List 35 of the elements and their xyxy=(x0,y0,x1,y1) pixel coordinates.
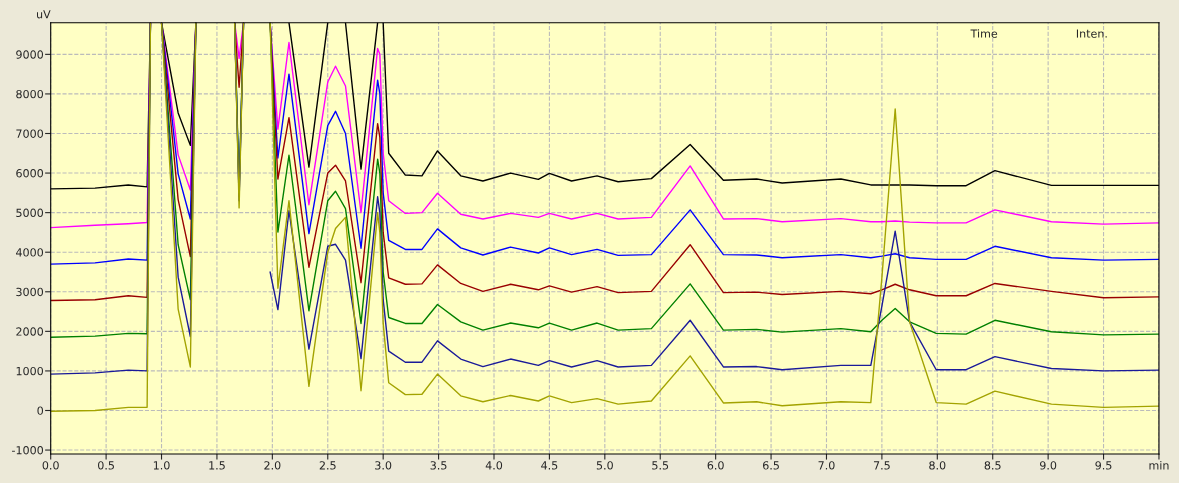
x-tick-label: 3.0 xyxy=(375,461,392,470)
x-tick-label: 6.0 xyxy=(707,461,724,470)
x-tick-label: 4.0 xyxy=(485,461,503,470)
annotation: Inten. xyxy=(1076,29,1107,38)
x-tick-label: 9.0 xyxy=(1040,461,1057,470)
x-tick-label: 3.5 xyxy=(430,461,447,470)
x-tick-label: 7.0 xyxy=(818,461,835,470)
y-tick-label: 1000 xyxy=(16,366,44,376)
x-tick-label: 6.5 xyxy=(763,461,779,470)
y-tick-label: 8000 xyxy=(16,89,44,99)
x-tick-label: 1.5 xyxy=(209,461,225,470)
y-tick-label: 2000 xyxy=(16,327,44,336)
y-tick-label: 3000 xyxy=(16,287,44,297)
x-tick-label: 2.5 xyxy=(319,461,336,470)
x-tick-label: 8.5 xyxy=(984,461,1001,470)
y-tick-label: 6000 xyxy=(16,169,44,178)
x-tick-label: 4.5 xyxy=(541,461,558,470)
x-tick-label: 7.5 xyxy=(873,461,890,470)
y-tick-label: 7000 xyxy=(16,129,44,138)
annotation: Time xyxy=(970,29,998,38)
x-tick-label: 0.0 xyxy=(42,461,59,470)
x-tick-label: 1.0 xyxy=(153,461,170,470)
y-tick-label: 4000 xyxy=(16,248,44,257)
x-tick-label: 5.5 xyxy=(652,461,669,470)
x-tick-label: 9.5 xyxy=(1095,461,1112,470)
x-tick-label: 2.0 xyxy=(264,461,281,470)
y-tick-label: 5000 xyxy=(16,208,44,218)
x-tick-label: 5.0 xyxy=(596,461,613,470)
y-axis-title: uV xyxy=(37,10,51,19)
x-tick-label: 0.5 xyxy=(98,461,114,470)
y-tick-label: -1000 xyxy=(12,446,44,455)
x-tick-label: min xyxy=(1149,460,1169,470)
y-tick-label: 9000 xyxy=(16,50,44,59)
x-tick-label: 8.0 xyxy=(929,461,946,470)
y-tick-label: 0 xyxy=(37,406,44,415)
